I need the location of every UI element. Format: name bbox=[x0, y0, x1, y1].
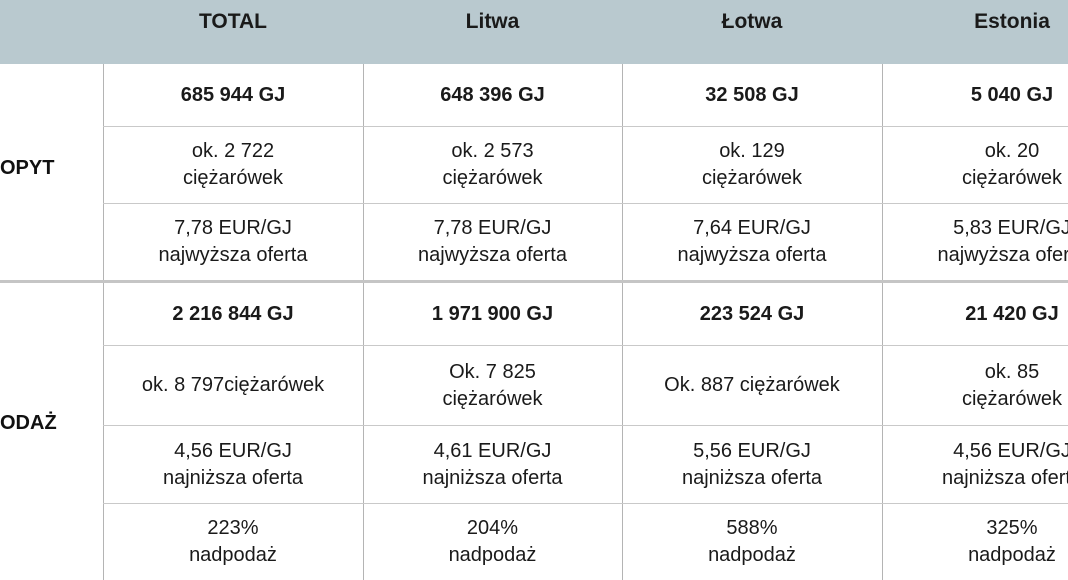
table-cell: ok. 8 797ciężarówek bbox=[141, 374, 325, 396]
section-label-demand: OPYT bbox=[0, 157, 55, 179]
grid-line bbox=[103, 425, 1068, 426]
table-cell: Ok. 887 ciężarówek bbox=[664, 374, 840, 396]
column-header-estonia: Estonia bbox=[974, 10, 1050, 33]
table-cell: 325% nadpodaż bbox=[968, 517, 1056, 566]
table-cell: ok. 85 ciężarówek bbox=[961, 360, 1063, 410]
column-header-total: TOTAL bbox=[198, 10, 268, 33]
table-header: TOTAL Litwa Łotwa Estonia bbox=[0, 0, 1068, 64]
table-cell: 5 040 GJ bbox=[970, 83, 1054, 106]
table-cell: 4,61 EUR/GJ najniższa oferta bbox=[422, 439, 563, 489]
table-cell: ok. 20 ciężarówek bbox=[961, 140, 1063, 189]
grid-line bbox=[103, 64, 104, 580]
grid-line bbox=[103, 345, 1068, 346]
table-cell: ok. 2 573 ciężarówek bbox=[442, 140, 543, 189]
table-cell: ok. 129 ciężarówek bbox=[701, 140, 803, 189]
grid-line bbox=[622, 64, 623, 580]
grid-line bbox=[103, 503, 1068, 504]
table-cell: Ok. 7 825 ciężarówek bbox=[442, 360, 543, 410]
table-cell: 204% nadpodaż bbox=[448, 517, 537, 566]
table-cell: 5,56 EUR/GJ najniższa oferta bbox=[681, 439, 823, 489]
table-cell: 1 971 900 GJ bbox=[431, 302, 554, 325]
table-cell: 7,64 EUR/GJ najwyższa oferta bbox=[677, 217, 827, 266]
table-cell: 21 420 GJ bbox=[965, 302, 1059, 325]
column-header-lotwa: Łotwa bbox=[721, 10, 783, 33]
table-cell: 648 396 GJ bbox=[440, 83, 545, 106]
section-divider bbox=[0, 280, 1068, 283]
grid-line bbox=[103, 126, 1068, 127]
table-cell: 588% nadpodaż bbox=[708, 517, 796, 566]
table-cell: 32 508 GJ bbox=[705, 83, 799, 106]
table-cell: 7,78 EUR/GJ najwyższa oferta bbox=[158, 217, 308, 266]
column-header-litwa: Litwa bbox=[465, 10, 520, 33]
table-cell: ok. 2 722 ciężarówek bbox=[182, 140, 284, 189]
section-label-supply: ODAŻ bbox=[0, 412, 57, 434]
table-cell: 685 944 GJ bbox=[180, 83, 286, 106]
grid-line bbox=[103, 203, 1068, 204]
grid-line bbox=[363, 64, 364, 580]
table-cell: 7,78 EUR/GJ najwyższa oferta bbox=[418, 217, 567, 266]
table-cell: 223 524 GJ bbox=[699, 302, 805, 325]
grid-line bbox=[882, 64, 883, 580]
table-cell: 223% nadpodaż bbox=[189, 517, 277, 566]
table-cell: 2 216 844 GJ bbox=[172, 302, 294, 325]
